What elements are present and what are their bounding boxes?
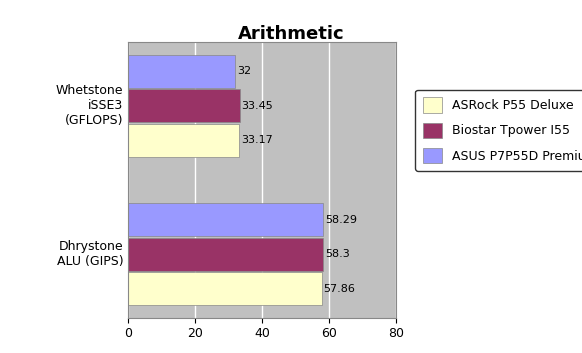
Text: 33.17: 33.17 [241, 136, 272, 145]
Text: 58.3: 58.3 [325, 249, 350, 259]
Bar [128, 203, 323, 236]
Bar [128, 272, 322, 305]
Bar [128, 238, 323, 271]
Legend: ASRock P55 Deluxe, Biostar Tpower I55, ASUS P7P55D Premium: ASRock P55 Deluxe, Biostar Tpower I55, A… [416, 90, 582, 170]
Text: 33.45: 33.45 [242, 101, 274, 111]
Bar [128, 55, 235, 88]
Bar [128, 89, 240, 122]
Text: Arithmetic: Arithmetic [237, 25, 345, 43]
Text: 57.86: 57.86 [324, 284, 355, 294]
Text: 32: 32 [237, 66, 251, 76]
Bar [128, 124, 239, 157]
Text: 58.29: 58.29 [325, 215, 357, 225]
